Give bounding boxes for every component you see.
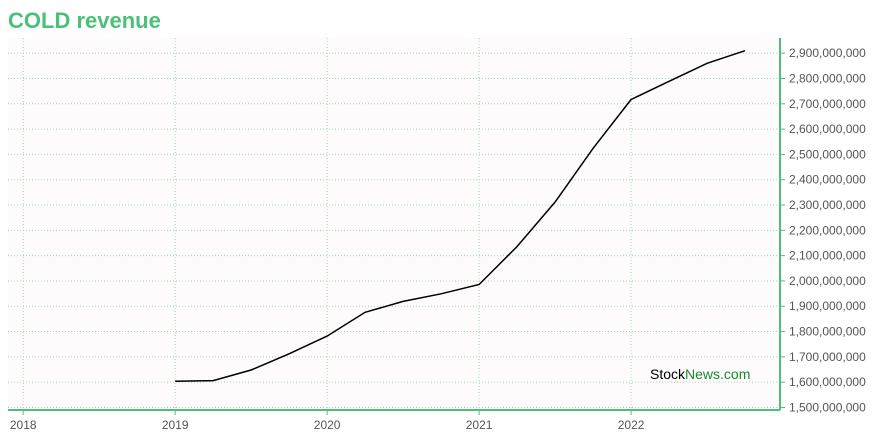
y-tick-label: 1,800,000,000: [789, 325, 866, 339]
y-tick-label: 2,800,000,000: [789, 71, 866, 85]
x-tick-label: 2018: [10, 418, 37, 432]
stocknews-watermark: StockNews.com: [650, 366, 750, 382]
y-tick-label: 1,500,000,000: [789, 400, 866, 414]
x-tick-label: 2021: [466, 418, 493, 432]
y-tick-label: 2,600,000,000: [789, 122, 866, 136]
y-tick-label: 1,900,000,000: [789, 299, 866, 313]
y-tick-label: 2,700,000,000: [789, 97, 866, 111]
y-tick-label: 2,900,000,000: [789, 46, 866, 60]
y-axis-ticks: 1,500,000,000 1,600,000,000 1,700,000,000 1…: [780, 46, 866, 414]
x-tick-label: 2020: [314, 418, 341, 432]
y-tick-label: 2,100,000,000: [789, 249, 866, 263]
y-tick-label: 2,000,000,000: [789, 274, 866, 288]
x-axis-ticks: 2018 2019 2020 2021 2022: [10, 410, 645, 432]
revenue-series-line: [175, 49, 746, 382]
watermark-stock: Stock: [650, 366, 686, 382]
chart-title: COLD revenue: [8, 8, 161, 33]
plot-background: [8, 38, 780, 410]
y-tick-label: 1,700,000,000: [789, 350, 866, 364]
y-tick-label: 2,500,000,000: [789, 147, 866, 161]
watermark-news: News: [685, 366, 720, 382]
vertical-gridlines: [22, 38, 632, 410]
watermark-dotcom: .com: [720, 366, 750, 382]
x-tick-label: 2019: [162, 418, 189, 432]
y-tick-label: 1,600,000,000: [789, 375, 866, 389]
x-tick-label: 2022: [618, 418, 645, 432]
y-tick-label: 2,300,000,000: [789, 198, 866, 212]
y-tick-label: 2,200,000,000: [789, 223, 866, 237]
y-tick-label: 2,400,000,000: [789, 173, 866, 187]
